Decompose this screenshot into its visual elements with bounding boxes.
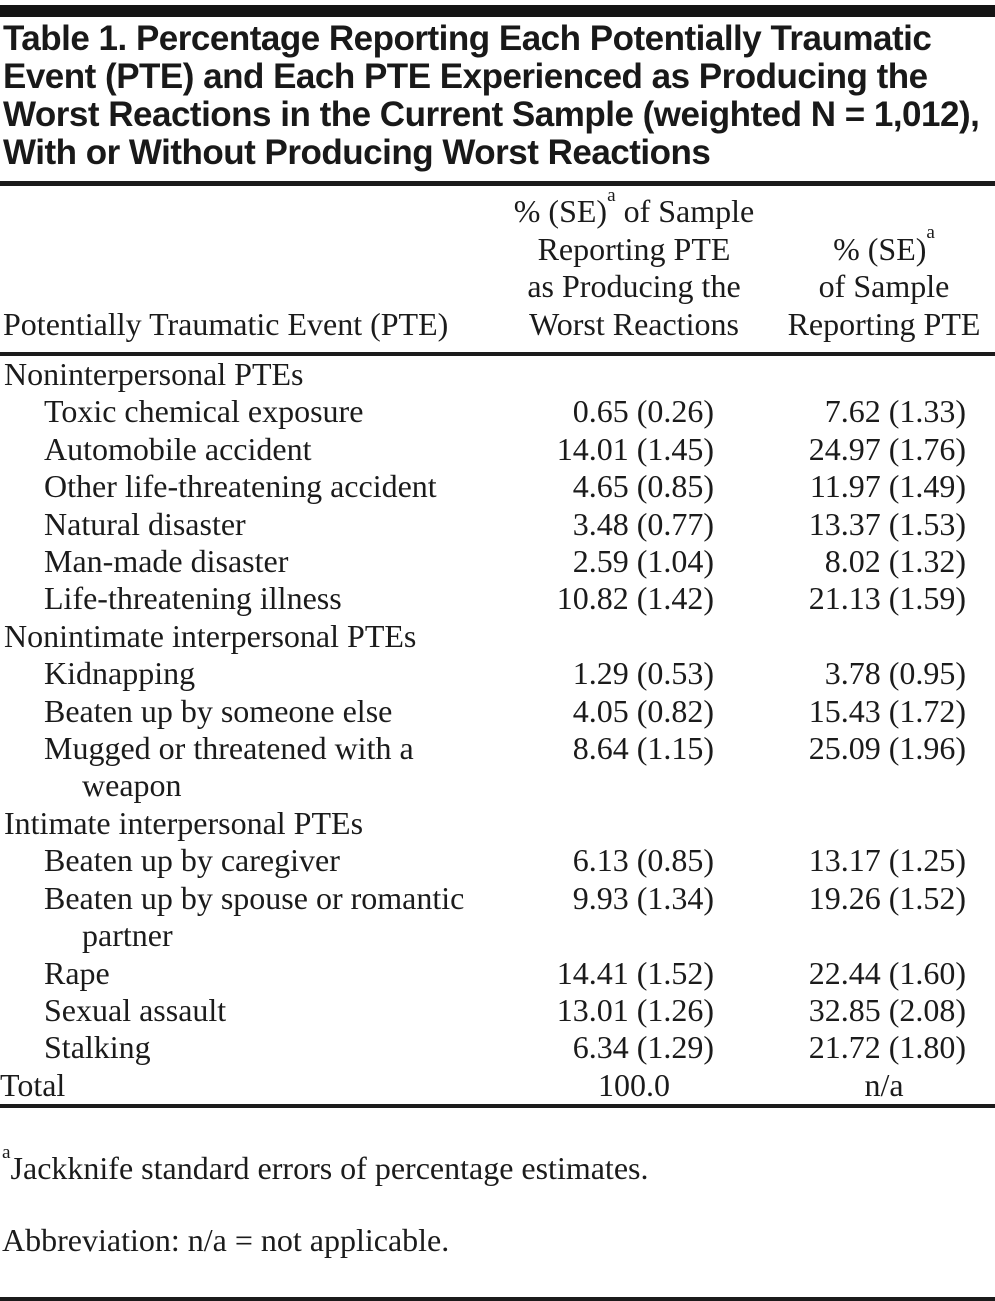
worst-value: 6.34 (1.29) xyxy=(572,1029,714,1066)
event-label: Mugged or threatened with a weapon xyxy=(44,730,414,804)
top-rule xyxy=(0,5,995,17)
reported-value: 21.72 (1.80) xyxy=(808,1029,966,1066)
worst-value: 8.64 (1.15) xyxy=(572,730,714,767)
event-label: Toxic chemical exposure xyxy=(44,393,364,430)
spacer-cell xyxy=(495,805,773,842)
spacer-cell xyxy=(773,805,995,842)
worst-value: 6.13 (0.85) xyxy=(572,842,714,879)
header-reported-label: % (SE)a of Sample Reporting PTE xyxy=(773,223,995,353)
reported-value: 13.37 (1.53) xyxy=(808,505,966,542)
worst-value: 2.59 (1.04) xyxy=(572,543,714,580)
header-worst-column: % (SE)a of Sample Reporting PTE as Produ… xyxy=(495,186,773,352)
event-label: Other life-threatening accident xyxy=(44,468,437,505)
worst-value: 4.65 (0.85) xyxy=(572,468,714,505)
section-label: Nonintimate interpersonal PTEs xyxy=(4,617,417,654)
event-label: Beaten up by caregiver xyxy=(44,842,340,879)
spacer-cell xyxy=(773,356,995,393)
event-label: Natural disaster xyxy=(44,505,246,542)
header-reported-post: of Sample Reporting PTE xyxy=(787,268,981,342)
header-worst-pre: % (SE) xyxy=(513,193,608,229)
event-label: Beaten up by someone else xyxy=(44,692,393,729)
worst-value: 4.05 (0.82) xyxy=(572,692,714,729)
reported-value: 22.44 (1.60) xyxy=(808,954,966,991)
worst-value: 9.93 (1.34) xyxy=(572,879,714,916)
reported-value: 19.26 (1.52) xyxy=(808,879,966,916)
worst-value: 14.01 (1.45) xyxy=(556,430,714,467)
footnote-a-text: Jackknife standard errors of percentage … xyxy=(10,1150,649,1187)
worst-value: 0.65 (0.26) xyxy=(572,393,714,430)
reported-value: 24.97 (1.76) xyxy=(808,430,966,467)
section-label: Noninterpersonal PTEs xyxy=(4,356,304,392)
header-reported-pre: % (SE) xyxy=(833,230,927,267)
footer-divider xyxy=(0,1104,995,1109)
event-label: Automobile accident xyxy=(44,430,312,467)
section-label: Intimate interpersonal PTEs xyxy=(4,804,364,841)
bottom-rule xyxy=(0,1297,995,1301)
title-divider xyxy=(0,181,995,186)
worst-value: 1.29 (0.53) xyxy=(572,655,714,692)
footnote-marker-a: a xyxy=(607,184,616,206)
spacer-cell xyxy=(495,618,773,655)
table-1-figure: Table 1. Percentage Reporting Each Poten… xyxy=(0,5,995,1301)
reported-value: 15.43 (1.72) xyxy=(808,692,966,729)
header-reported-column: % (SE)a of Sample Reporting PTE xyxy=(773,186,995,352)
header-event-column: Potentially Traumatic Event (PTE) xyxy=(0,186,495,352)
spacer-cell xyxy=(773,618,995,655)
event-label: Beaten up by spouse or romantic partner xyxy=(44,879,465,954)
reported-value: 3.78 (0.95) xyxy=(824,655,966,692)
spacer-cell xyxy=(495,356,773,393)
header-worst-label: % (SE)a of Sample Reporting PTE as Produ… xyxy=(495,186,773,352)
table-title: Table 1. Percentage Reporting Each Poten… xyxy=(3,19,980,172)
worst-value: 14.41 (1.52) xyxy=(556,954,714,991)
worst-value: 13.01 (1.26) xyxy=(556,991,714,1028)
table-header-row: Potentially Traumatic Event (PTE) % (SE)… xyxy=(0,186,995,352)
reported-value: 13.17 (1.25) xyxy=(808,842,966,879)
total-worst-value: 100.0 xyxy=(598,1066,670,1103)
total-reported-value: n/a xyxy=(864,1066,904,1103)
footnote-marker-a: a xyxy=(926,222,935,244)
footnote-a: aJackknife standard errors of percentage… xyxy=(2,1143,995,1187)
event-label: Rape xyxy=(44,954,110,991)
event-label: Sexual assault xyxy=(44,991,227,1028)
reported-value: 32.85 (2.08) xyxy=(808,991,966,1028)
worst-value: 3.48 (0.77) xyxy=(572,505,714,542)
footnote-a-marker: a xyxy=(2,1141,11,1163)
header-event-label: Potentially Traumatic Event (PTE) xyxy=(3,305,449,342)
event-label: Life-threatening illness xyxy=(44,580,342,617)
event-label: Stalking xyxy=(44,1029,151,1066)
event-label: Man-made disaster xyxy=(44,543,289,580)
reported-value: 11.97 (1.49) xyxy=(809,468,966,505)
footnotes: aJackknife standard errors of percentage… xyxy=(0,1114,995,1294)
reported-value: 7.62 (1.33) xyxy=(824,393,966,430)
reported-value: 21.13 (1.59) xyxy=(808,580,966,617)
footnote-abbreviation: Abbreviation: n/a = not applicable. xyxy=(2,1222,450,1259)
total-label: Total xyxy=(0,1066,66,1103)
header-divider xyxy=(0,352,995,356)
reported-value: 25.09 (1.96) xyxy=(808,730,966,767)
header-worst-post: of Sample Reporting PTE as Producing the… xyxy=(527,193,755,342)
reported-value: 8.02 (1.32) xyxy=(824,543,966,580)
worst-value: 10.82 (1.42) xyxy=(556,580,714,617)
table-body: Noninterpersonal PTEs Toxic chemical exp… xyxy=(0,356,995,1104)
event-label: Kidnapping xyxy=(44,655,196,692)
